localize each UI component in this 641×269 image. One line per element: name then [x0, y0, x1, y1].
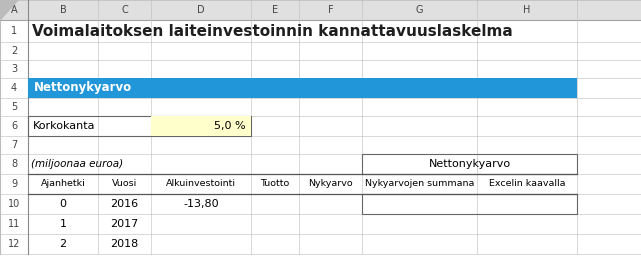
Text: 2017: 2017 [110, 219, 138, 229]
Text: 8: 8 [11, 159, 17, 169]
Polygon shape [0, 0, 18, 20]
Text: (miljoonaa euroa): (miljoonaa euroa) [31, 159, 123, 169]
Text: 6: 6 [11, 121, 17, 131]
Text: 2018: 2018 [110, 239, 138, 249]
Text: 2016: 2016 [110, 199, 138, 209]
Bar [28, 116, 251, 136]
Text: H: H [523, 5, 531, 15]
Text: 5: 5 [11, 102, 17, 112]
Text: C: C [121, 5, 128, 15]
Text: Nykyarvojen summana: Nykyarvojen summana [365, 179, 474, 189]
Text: Alkuinvestointi: Alkuinvestointi [166, 179, 236, 189]
Text: Voimalaitoksen laiteinvestoinnin kannattavuuslaskelma: Voimalaitoksen laiteinvestoinnin kannatt… [32, 23, 513, 38]
Text: 4: 4 [11, 83, 17, 93]
Text: G: G [416, 5, 423, 15]
Bar [362, 194, 577, 214]
Text: Tuotto: Tuotto [260, 179, 290, 189]
Bar [0, 0, 641, 20]
Text: 5,0 %: 5,0 % [214, 121, 246, 131]
Text: Vuosi: Vuosi [112, 179, 137, 189]
Bar [151, 116, 251, 136]
Text: D: D [197, 5, 205, 15]
Text: 11: 11 [8, 219, 20, 229]
Text: 2: 2 [60, 239, 67, 249]
Text: 1: 1 [60, 219, 67, 229]
Text: 9: 9 [11, 179, 17, 189]
Text: 1: 1 [11, 26, 17, 36]
Text: 3: 3 [11, 64, 17, 74]
Text: Nettonykyarvo: Nettonykyarvo [428, 159, 511, 169]
Bar [362, 154, 577, 174]
Text: Nykyarvo: Nykyarvo [308, 179, 353, 189]
Text: 0: 0 [60, 199, 67, 209]
Text: A: A [11, 5, 17, 15]
Bar [28, 78, 577, 98]
Text: B: B [60, 5, 67, 15]
Text: F: F [328, 5, 333, 15]
Text: 10: 10 [8, 199, 20, 209]
Text: E: E [272, 5, 278, 15]
Text: 7: 7 [11, 140, 17, 150]
Text: 12: 12 [8, 239, 20, 249]
Text: Excelin kaavalla: Excelin kaavalla [488, 179, 565, 189]
Text: Nettonykyarvo: Nettonykyarvo [34, 82, 132, 94]
Text: Korkokanta: Korkokanta [33, 121, 96, 131]
Text: -13,80: -13,80 [183, 199, 219, 209]
Text: Ajanhetki: Ajanhetki [40, 179, 85, 189]
Text: 2: 2 [11, 46, 17, 56]
